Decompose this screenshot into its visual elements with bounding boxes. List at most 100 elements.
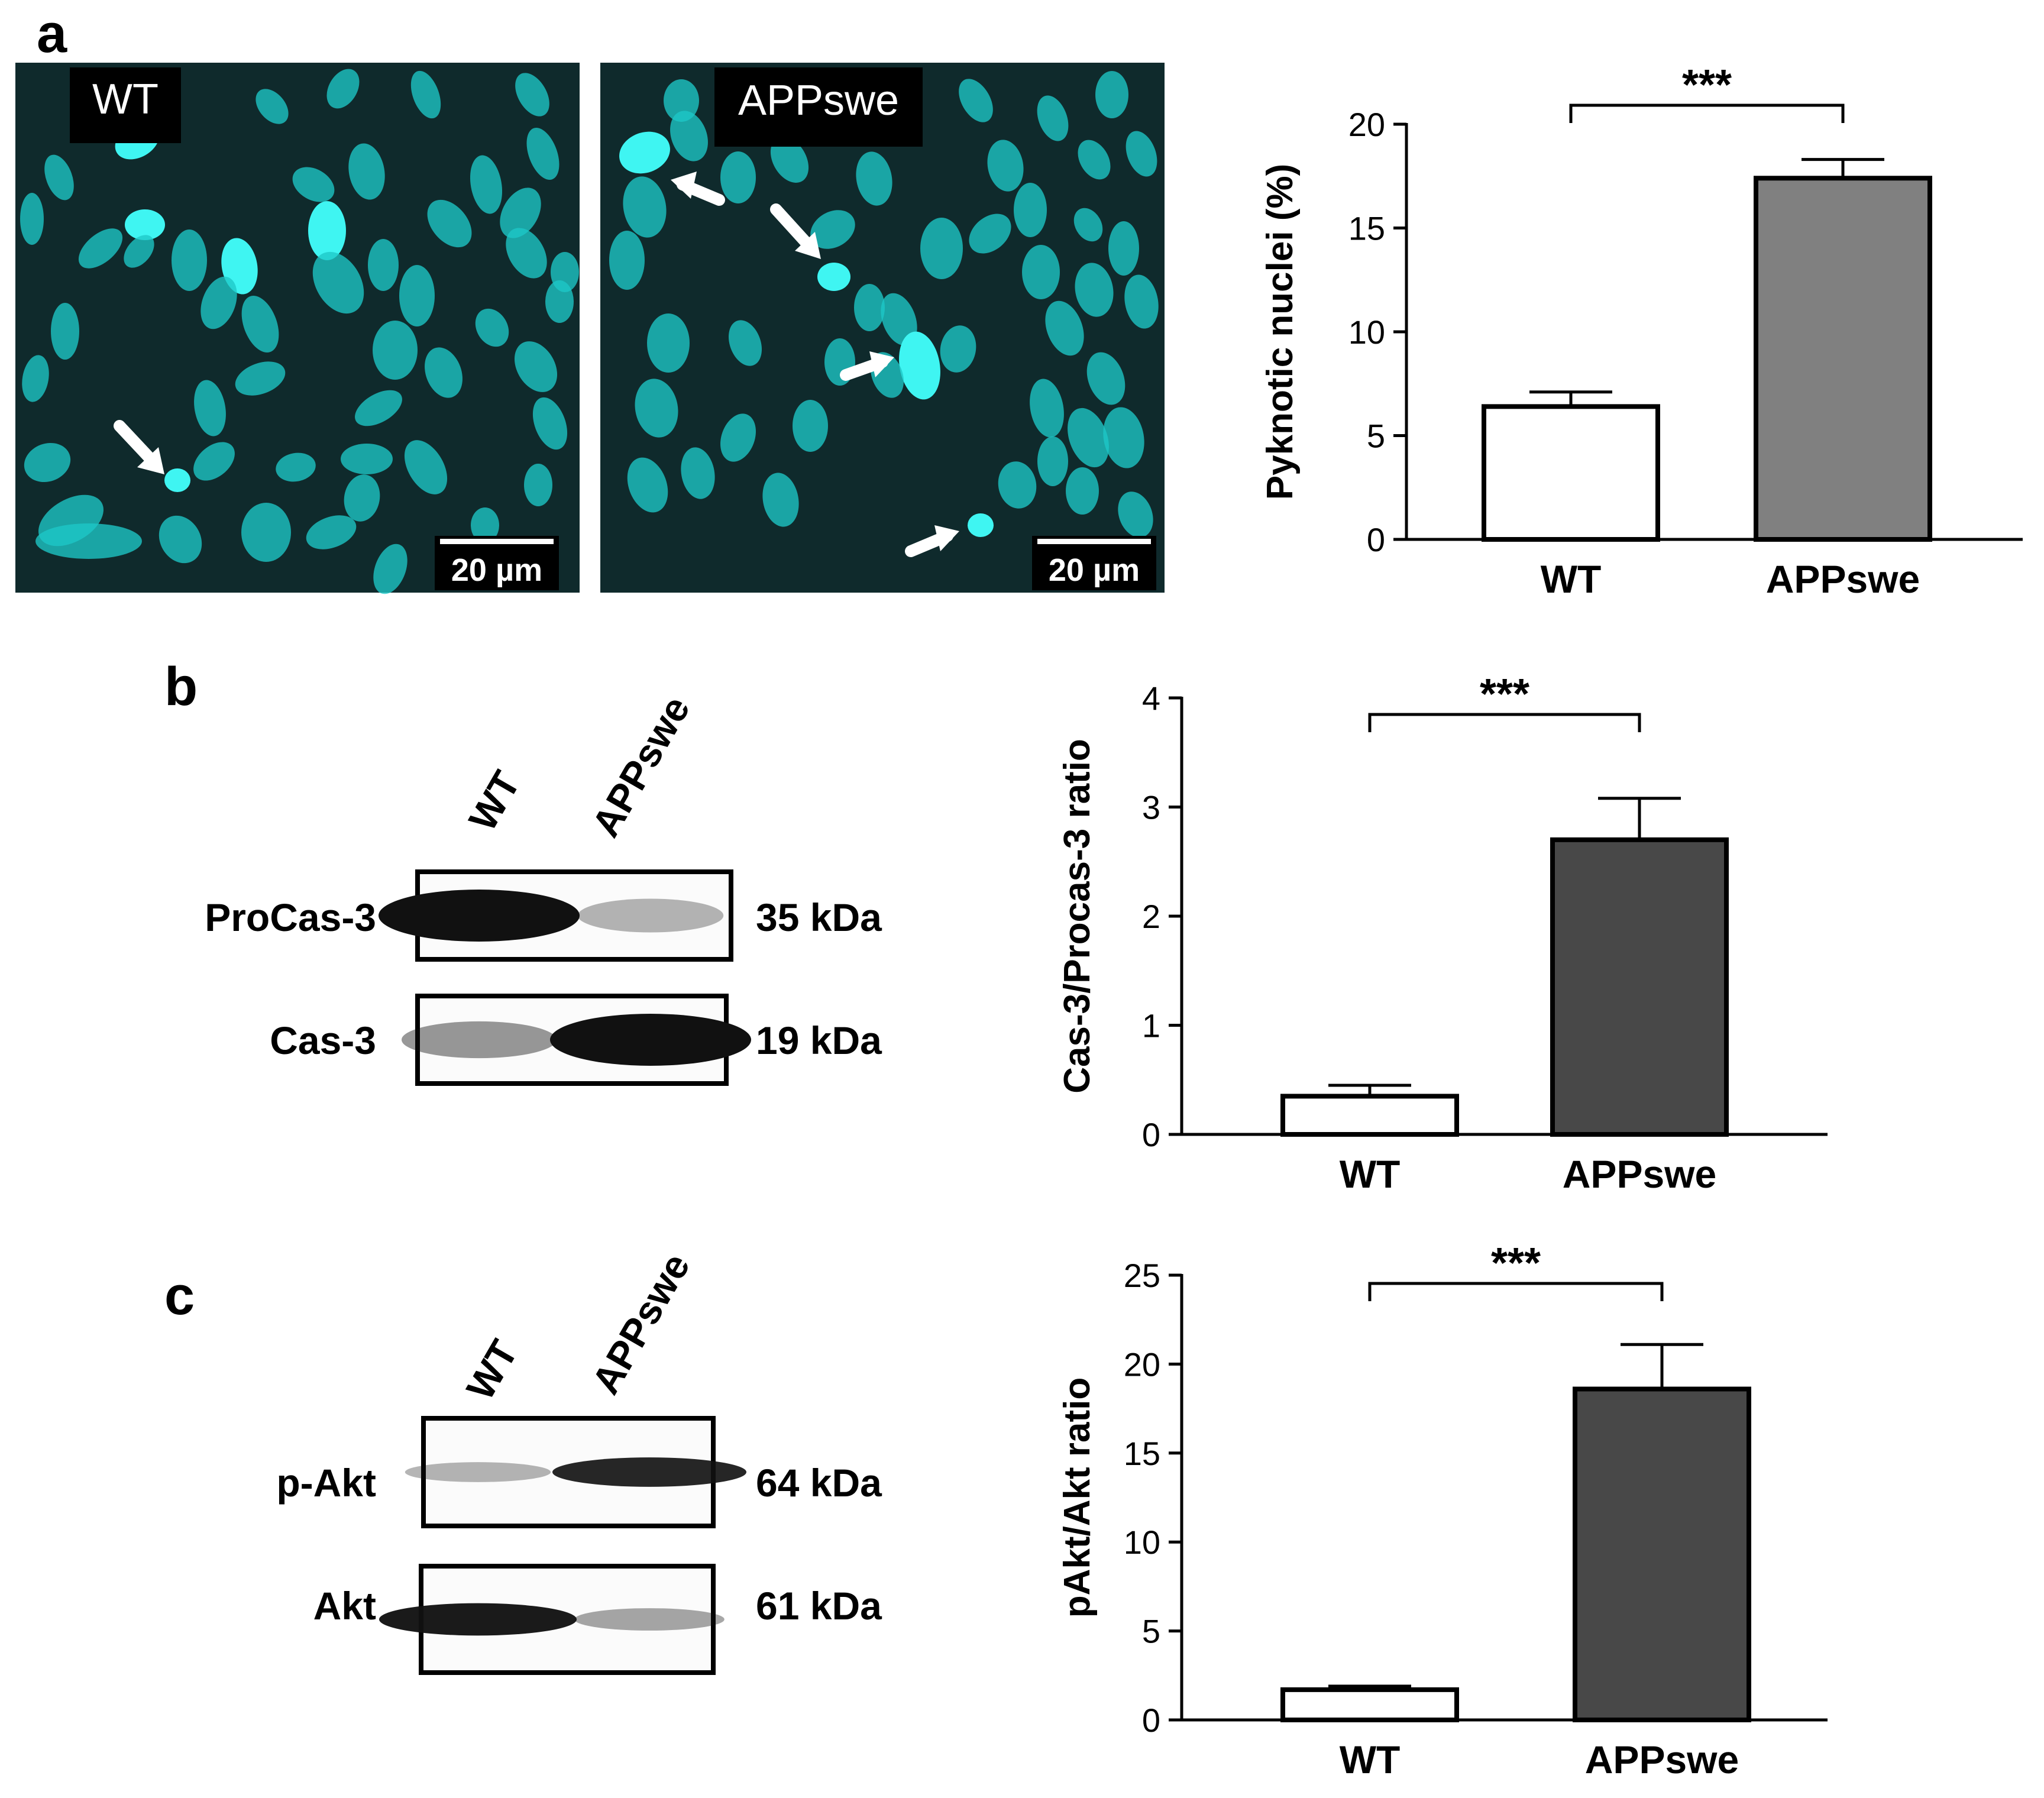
blot-band <box>552 1457 746 1487</box>
nucleus <box>1124 274 1159 329</box>
x-tick-label: APPswe <box>1563 1152 1716 1196</box>
nucleus <box>164 468 190 492</box>
nucleus <box>664 79 699 122</box>
nucleus <box>514 341 558 392</box>
nucleus <box>194 380 226 436</box>
nucleus <box>22 355 49 402</box>
nucleus <box>500 187 541 238</box>
y-tick-label: 0 <box>1367 521 1385 558</box>
blot-band <box>574 1608 725 1631</box>
panel-label-a: a <box>37 4 67 64</box>
nucleus <box>720 413 756 462</box>
y-tick-label: 25 <box>1124 1257 1160 1294</box>
arrow-icon <box>905 525 959 557</box>
blot-band <box>550 1014 751 1066</box>
x-tick-label: WT <box>1340 1738 1401 1781</box>
nucleus <box>341 444 393 474</box>
nucleus <box>1118 491 1153 538</box>
y-tick-label: 5 <box>1367 418 1385 455</box>
bands-cas3 <box>402 1014 751 1066</box>
nucleus <box>635 379 678 438</box>
nucleus <box>1086 352 1126 405</box>
nucleus <box>200 276 237 329</box>
nucleus <box>241 503 291 562</box>
nucleus <box>368 239 399 291</box>
nucleus <box>532 397 568 450</box>
nucleus <box>968 513 994 537</box>
nucleus <box>1068 408 1109 468</box>
lane-label-appswe-c: APPswe <box>583 1246 698 1401</box>
nucleus <box>292 167 335 202</box>
nucleus <box>1037 95 1069 141</box>
scale-bar-wt <box>440 539 554 544</box>
x-tick-label: APPswe <box>1766 557 1920 601</box>
nucleus <box>344 474 380 522</box>
bands-procas3 <box>379 890 724 942</box>
bar <box>1280 1687 1459 1723</box>
nucleus <box>881 293 917 346</box>
arrow-icon <box>114 420 164 474</box>
micrograph-appswe: APPswe 20 µm <box>600 63 1165 593</box>
nucleus <box>987 140 1024 192</box>
nucleus <box>793 400 828 452</box>
y-axis-label: pAkt/Akt ratio <box>1057 1377 1098 1618</box>
nucleus <box>506 228 547 279</box>
arrow-icon <box>840 351 894 381</box>
scale-bar-label-wt: 20 µm <box>451 552 542 588</box>
blot-size-procas3: 35 kDa <box>756 895 882 939</box>
blot-procas3: ProCas-3 35 kDa <box>205 869 882 962</box>
y-tick-label: 15 <box>1348 210 1385 247</box>
blot-band <box>379 1603 577 1636</box>
x-tick-label: APPswe <box>1585 1738 1739 1781</box>
significance-stars: *** <box>1682 62 1732 109</box>
nucleus <box>1126 131 1157 177</box>
nucleus <box>425 347 463 398</box>
significance-bracket <box>1569 104 1845 123</box>
bar <box>1482 404 1660 542</box>
nucleus <box>24 442 71 483</box>
y-tick-label: 15 <box>1124 1435 1160 1472</box>
chart-pyknotic-nuclei: 0 5 10 15 20 Pyknotic nuclei (%) WT APPswe *** <box>1260 62 2023 601</box>
micrograph-wt: WT 20 µm <box>15 63 580 594</box>
nucleus <box>810 210 855 249</box>
nucleus <box>1045 300 1084 356</box>
nucleus <box>1030 379 1064 438</box>
bar <box>1280 1094 1459 1137</box>
nucleus <box>51 303 79 360</box>
blot-akt: Akt 61 kDa <box>313 1564 882 1675</box>
arrow-icon <box>671 172 725 206</box>
pyknotic-arrows <box>114 172 959 557</box>
nucleus <box>720 151 756 203</box>
bands-akt <box>379 1603 725 1636</box>
nucleus <box>762 473 799 527</box>
blot-name-pakt: p-Akt <box>276 1461 376 1505</box>
nucleus <box>1022 245 1060 299</box>
significance-stars: *** <box>1480 671 1529 718</box>
scale-bar-label-appswe: 20 µm <box>1049 552 1140 588</box>
nucleus <box>770 137 809 183</box>
blot-band <box>402 1021 557 1059</box>
nucleus <box>235 361 286 396</box>
blot-name-akt: Akt <box>313 1584 376 1628</box>
nucleus <box>373 544 407 594</box>
nucleus <box>348 143 385 200</box>
blot-cas3: Cas-3 19 kDa <box>270 994 882 1086</box>
scale-bar-box-wt <box>435 536 559 590</box>
nucleus <box>471 507 499 543</box>
nucleus <box>276 452 316 482</box>
nucleus <box>969 214 1011 254</box>
nucleus <box>470 155 503 214</box>
nucleus <box>78 228 123 269</box>
nucleus <box>306 515 357 549</box>
nucleus <box>1078 140 1111 180</box>
nucleus <box>1073 208 1103 242</box>
bands-pakt <box>405 1457 746 1487</box>
nucleus <box>427 199 472 248</box>
nucleus <box>1103 407 1144 468</box>
scale-bar-appswe <box>1037 539 1151 544</box>
micrograph-wt-label: WT <box>92 76 159 123</box>
y-tick-label: 5 <box>1142 1613 1160 1650</box>
nucleus <box>647 313 690 373</box>
bar <box>1573 1386 1751 1722</box>
